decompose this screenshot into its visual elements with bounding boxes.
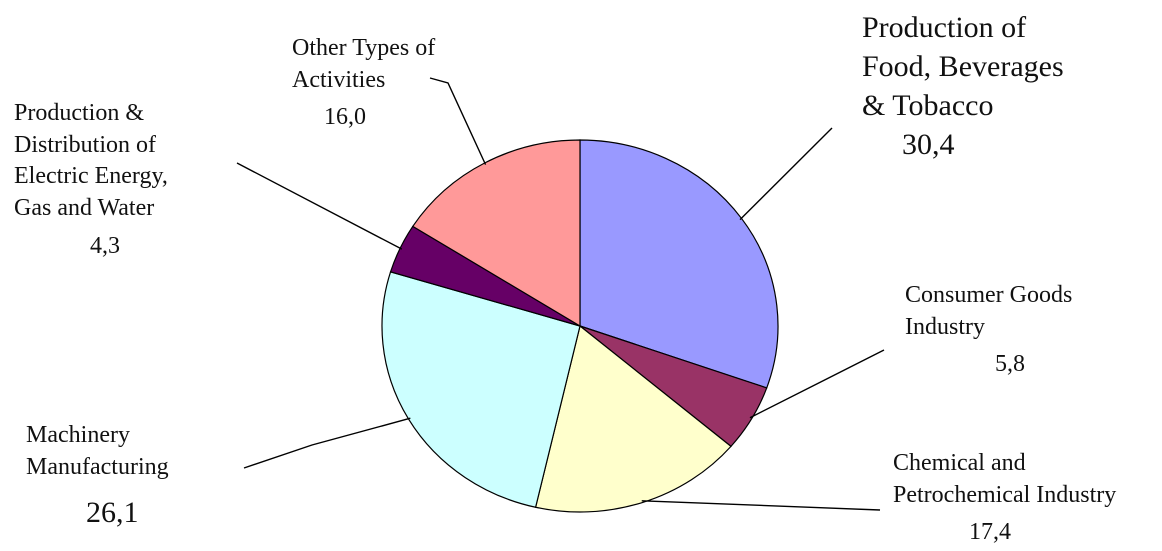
- slice-label-chemical-petrochemical: Chemical and Petrochemical Industry 17,4: [893, 448, 1116, 549]
- slice-value: 4,3: [90, 232, 120, 259]
- slice-label-line: Other Types of: [292, 35, 436, 61]
- slice-label-line: Gas and Water: [14, 195, 155, 222]
- slice-label-line: Production of: [862, 11, 1027, 44]
- leader-line: [429, 77, 487, 165]
- pie-slices: [381, 139, 779, 513]
- slice-chemical-petrochemical: [534, 324, 732, 513]
- slice-label-line: Manufacturing: [26, 453, 169, 480]
- slice-label-machinery-manufacturing: Machinery Manufacturing 26,1: [26, 420, 169, 533]
- slice-label-line: Food, Beverages: [862, 50, 1064, 83]
- leader-line: [749, 349, 885, 419]
- slice-value: 30,4: [902, 128, 955, 161]
- slice-label-line: Petrochemical Industry: [893, 481, 1117, 508]
- slice-label-line: Machinery: [26, 422, 130, 448]
- slice-label-other-activities: Other Types of Activities 16,0: [292, 33, 435, 134]
- leader-line: [739, 127, 833, 221]
- slice-label-line: Production &: [14, 100, 144, 126]
- leader-line: [236, 162, 403, 250]
- slice-label-line: Activities: [292, 66, 386, 93]
- slice-value: 5,8: [995, 351, 1025, 378]
- slice-value: 17,4: [969, 519, 1011, 546]
- slice-label-line: Distribution of: [14, 131, 156, 158]
- slice-label-food-beverages-tobacco: Production of Food, Beverages & Tobacco …: [862, 8, 1064, 164]
- leader-lines: [236, 77, 885, 511]
- slice-label-line: & Tobacco: [862, 89, 994, 122]
- slice-label-line: Electric Energy,: [14, 163, 168, 190]
- slice-label-consumer-goods: Consumer Goods Industry 5,8: [905, 280, 1072, 381]
- slice-label-line: Consumer Goods: [905, 282, 1073, 308]
- leader-line: [641, 500, 881, 511]
- slice-label-line: Industry: [905, 313, 985, 340]
- slice-value: 26,1: [86, 496, 139, 530]
- slice-value: 16,0: [324, 104, 366, 131]
- slice-label-line: Chemical and: [893, 450, 1026, 476]
- leader-line: [243, 417, 411, 469]
- slice-label-electric-energy-gas-water: Production & Distribution of Electric En…: [14, 98, 168, 262]
